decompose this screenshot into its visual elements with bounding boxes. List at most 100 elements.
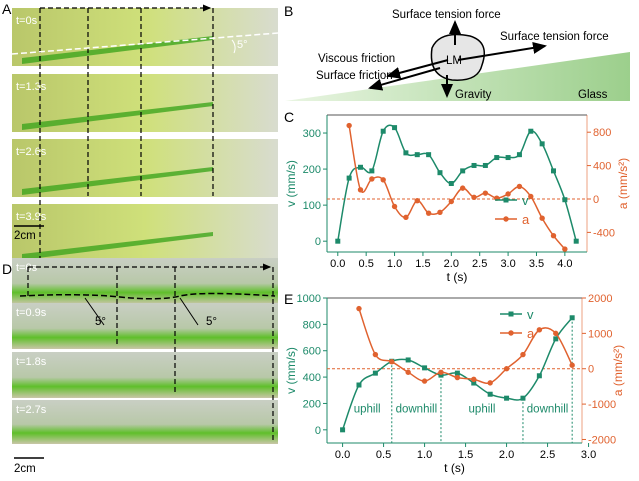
data-point-v bbox=[471, 380, 477, 386]
y-tick-label: 1000 bbox=[297, 293, 321, 305]
data-point-v bbox=[528, 128, 534, 134]
data-point-a bbox=[471, 376, 477, 383]
legend-label: v bbox=[522, 193, 529, 208]
data-point-v bbox=[356, 382, 362, 388]
y-tick-label: 800 bbox=[303, 319, 321, 331]
photo-frame bbox=[12, 258, 278, 304]
x-tick-label: 3.5 bbox=[529, 258, 544, 270]
data-point-a bbox=[372, 351, 379, 358]
x-tick-label: 0.5 bbox=[376, 449, 391, 461]
region-label: uphill bbox=[469, 404, 496, 416]
data-point-v bbox=[346, 175, 352, 181]
gravity-label: Gravity bbox=[455, 89, 492, 101]
region-label: uphill bbox=[354, 404, 381, 416]
data-point-a bbox=[505, 191, 511, 197]
y-tick-label: 100 bbox=[303, 200, 321, 212]
data-point-a bbox=[356, 305, 362, 312]
scale-bar-label: 2cm bbox=[14, 230, 36, 242]
y-tick-label: 0 bbox=[315, 425, 321, 437]
photo-frame bbox=[12, 400, 278, 444]
data-point-v bbox=[403, 150, 409, 156]
region-label: downhill bbox=[527, 404, 569, 416]
y-tick-label: 0 bbox=[315, 236, 321, 248]
data-point-v bbox=[551, 168, 557, 174]
legend-marker bbox=[503, 197, 509, 203]
data-point-v bbox=[539, 141, 545, 147]
panel-letter: C bbox=[284, 109, 294, 125]
data-point-v bbox=[335, 238, 341, 244]
data-point-a bbox=[536, 327, 543, 333]
x-tick-label: 2.0 bbox=[499, 449, 514, 461]
region-label: downhill bbox=[396, 404, 438, 416]
data-point-a bbox=[403, 214, 409, 221]
y2-axis-label: a (mm/s²) bbox=[611, 345, 625, 396]
data-point-a bbox=[569, 362, 575, 368]
y2-tick-label: 400 bbox=[593, 161, 611, 173]
panel-letter: B bbox=[284, 3, 293, 19]
data-point-v bbox=[471, 162, 477, 168]
panel-d: D t=0s t=0.9s t=1.8s t=2.7s 5° 5° 2cm bbox=[2, 258, 278, 475]
angle-label: 5° bbox=[237, 39, 248, 51]
legend-label: v bbox=[527, 307, 534, 322]
data-point-v bbox=[357, 164, 363, 170]
data-point-a bbox=[357, 187, 364, 193]
y-axis-label: v (mm/s) bbox=[284, 347, 298, 394]
y2-tick-label: -2000 bbox=[588, 434, 616, 446]
legend-label: a bbox=[527, 326, 535, 341]
data-point-a bbox=[389, 358, 395, 365]
x-tick-label: 2.5 bbox=[540, 449, 555, 461]
data-point-a bbox=[516, 183, 523, 190]
data-point-a bbox=[391, 203, 398, 210]
y2-tick-label: -1000 bbox=[588, 399, 616, 411]
angle-label: 5° bbox=[95, 316, 106, 328]
data-point-a bbox=[454, 374, 461, 381]
time-label: t=0s bbox=[16, 15, 38, 27]
data-point-v bbox=[426, 152, 432, 158]
x-tick-label: 0.0 bbox=[335, 449, 350, 461]
series-line-a bbox=[348, 125, 566, 250]
data-point-a bbox=[437, 209, 443, 216]
data-point-v bbox=[536, 373, 542, 379]
y-tick-label: 600 bbox=[303, 346, 321, 358]
data-point-v bbox=[516, 152, 522, 158]
x-axis-label: t (s) bbox=[447, 270, 468, 284]
series-line-v bbox=[337, 124, 577, 242]
chart-e: 0.0 0.5 1.0 1.5 2.0 2.5 3.0 0 200 400 600 800 1000 -2… bbox=[284, 293, 625, 475]
panel-letter: D bbox=[2, 261, 12, 277]
data-point-v bbox=[569, 315, 575, 321]
data-point-a bbox=[346, 122, 352, 129]
surface-tension-label: Surface tension force bbox=[392, 9, 501, 21]
viscous-friction-label: Viscous friction bbox=[318, 53, 395, 65]
x-tick-label: 4.0 bbox=[557, 258, 572, 270]
panel-letter: E bbox=[284, 291, 293, 307]
data-point-v bbox=[414, 152, 420, 158]
data-point-a bbox=[550, 233, 557, 239]
data-point-v bbox=[487, 391, 493, 397]
data-point-a bbox=[459, 185, 466, 191]
scale-bar-label: 2cm bbox=[14, 463, 36, 475]
data-point-v bbox=[448, 181, 454, 186]
y2-tick-label: 2000 bbox=[588, 293, 612, 305]
liquid-metal-trace bbox=[22, 232, 213, 260]
data-point-v bbox=[460, 168, 466, 174]
y2-tick-label: -400 bbox=[593, 227, 615, 239]
time-label: t=1.3s bbox=[16, 81, 47, 93]
data-point-v bbox=[422, 365, 428, 371]
data-point-v bbox=[438, 372, 444, 378]
time-label: t=1.8s bbox=[16, 356, 47, 368]
y-tick-label: 300 bbox=[303, 128, 321, 140]
data-point-v bbox=[504, 395, 510, 401]
data-point-a bbox=[487, 380, 493, 386]
data-point-a bbox=[369, 176, 375, 182]
x-tick-label: 2.5 bbox=[472, 258, 487, 270]
time-label: t=0s bbox=[16, 262, 38, 274]
data-point-v bbox=[505, 155, 511, 161]
x-tick-label: 3.0 bbox=[581, 449, 596, 461]
time-label: t=2.6s bbox=[16, 146, 47, 158]
data-point-v bbox=[454, 370, 460, 376]
x-tick-label: 1.5 bbox=[458, 449, 473, 461]
data-point-v bbox=[340, 427, 346, 433]
data-point-v bbox=[372, 370, 378, 376]
y2-tick-label: 1000 bbox=[588, 328, 612, 340]
